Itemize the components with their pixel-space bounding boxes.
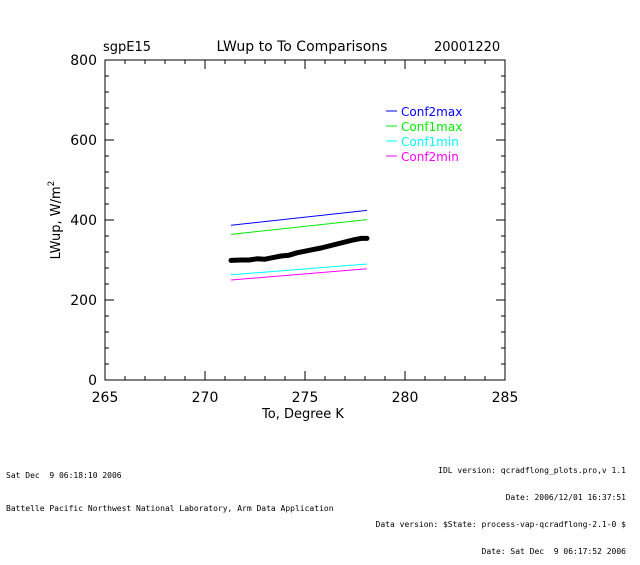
observation-point <box>318 245 324 251</box>
footer-data-date: Date: Sat Dec 9 06:17:52 2006 <box>481 547 627 556</box>
chart-title: LWup to To Comparisons <box>217 39 388 55</box>
x-tick-label: 265 <box>92 390 119 406</box>
series-line-conf1min <box>230 263 368 276</box>
footer-timestamp: Sat Dec 9 06:18:10 2006 <box>6 471 122 480</box>
observation-point <box>270 255 276 260</box>
legend-label-conf2min: Conf2min <box>401 150 459 164</box>
observation-point <box>326 243 332 249</box>
footer-right: IDL version: qcradflong_plots.pro,v 1.1 … <box>376 448 626 565</box>
footer-left: Sat Dec 9 06:18:10 2006 Battelle Pacific… <box>6 453 334 522</box>
footer-idl-date: Date: 2006/12/01 16:37:51 <box>505 493 626 502</box>
observation-point <box>364 236 370 241</box>
footer-idl-version: IDL version: qcradflong_plots.pro,v 1.1 <box>438 466 626 475</box>
legend-label-conf1min: Conf1min <box>401 135 459 149</box>
y-axis-label-text: LWup, W/m <box>49 186 64 259</box>
observation-point <box>246 257 252 263</box>
y-tick-label: 600 <box>70 133 97 149</box>
y-tick-label: 400 <box>70 213 97 229</box>
x-tick-label: 285 <box>492 390 519 406</box>
observation-point <box>278 253 284 259</box>
legend-label-conf1max: Conf1max <box>401 120 462 134</box>
observation-point <box>262 257 268 262</box>
observation-point <box>238 257 244 263</box>
y-tick-label: 0 <box>88 373 97 389</box>
y-axis-label-sup: 2 <box>47 181 57 187</box>
observation-point <box>302 249 308 254</box>
observation-point <box>286 253 292 258</box>
x-tick-label: 270 <box>192 390 219 406</box>
observation-point <box>310 247 316 252</box>
observation-point <box>334 241 340 247</box>
y-axis-label: LWup, W/m2 <box>47 181 64 260</box>
observation-point <box>342 239 348 245</box>
series-line-conf2min <box>230 268 368 281</box>
y-tick-label: 200 <box>70 293 97 309</box>
chart: sgpE15 LWup to To Comparisons 20001220 2… <box>47 39 518 422</box>
series-line-conf2max <box>230 209 368 226</box>
x-tick-label: 275 <box>292 390 319 406</box>
x-tick-label: 280 <box>392 390 419 406</box>
y-tick-label: 800 <box>70 53 97 69</box>
legend-label-conf2max: Conf2max <box>401 105 462 119</box>
confidence-lines <box>230 209 368 281</box>
date-label: 20001220 <box>434 40 500 55</box>
observation-point <box>254 256 260 261</box>
site-label: sgpE15 <box>103 40 151 55</box>
footer-data-version: Data version: $State: process-vap-qcradf… <box>375 520 626 529</box>
observation-point <box>294 250 300 255</box>
x-axis-label: To, Degree K <box>261 407 344 422</box>
footer-institution: Battelle Pacific Northwest National Labo… <box>6 504 334 513</box>
series-line-conf1max <box>230 219 368 235</box>
observations <box>228 235 370 263</box>
observation-point <box>350 237 356 243</box>
axis-ticks: 265 270 275 280 285 0 200 400 600 800 <box>70 53 518 406</box>
observation-point <box>228 258 234 263</box>
observation-point <box>358 236 364 241</box>
